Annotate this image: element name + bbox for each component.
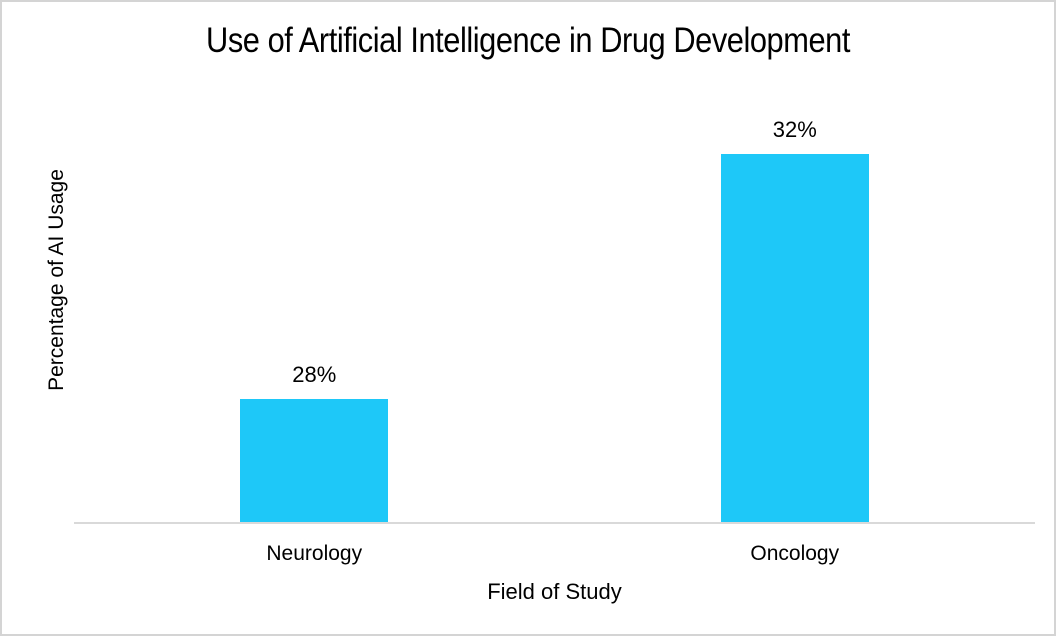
plot-area: 28% 32% <box>74 93 1035 522</box>
data-label-oncology: 32% <box>772 117 817 143</box>
data-label-neurology: 28% <box>292 362 337 388</box>
bar-group-oncology: 32% <box>555 93 1036 522</box>
chart-title: Use of Artificial Intelligence in Drug D… <box>206 21 850 60</box>
category-label-neurology: Neurology <box>266 542 363 565</box>
bar-neurology <box>240 399 389 522</box>
bar-group-neurology: 28% <box>74 93 555 522</box>
y-axis-title: Percentage of AI Usage <box>45 169 68 391</box>
category-axis: Neurology Oncology <box>74 542 1035 566</box>
bar-oncology <box>720 154 869 522</box>
x-axis-line <box>74 522 1035 524</box>
x-axis-title: Field of Study <box>487 579 622 604</box>
category-label-oncology: Oncology <box>750 542 840 565</box>
